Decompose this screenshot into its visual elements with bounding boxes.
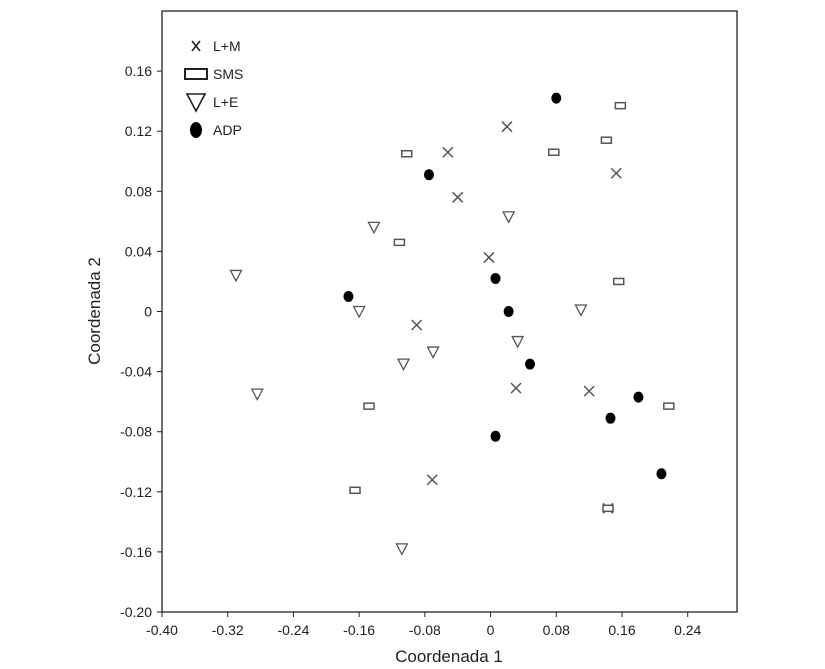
legend-item: L+E	[185, 93, 238, 113]
data-point-x-stroke	[510, 382, 522, 394]
data-point-triangle-down	[250, 388, 264, 402]
y-tick-label: 0	[144, 304, 152, 320]
data-point-rect	[600, 136, 613, 144]
plot-frame	[161, 10, 738, 613]
legend-item: SMS	[184, 66, 243, 82]
data-point-x	[610, 167, 622, 179]
y-tick-label: -0.20	[120, 604, 152, 620]
data-point-x-stroke	[501, 121, 513, 133]
x-tick-label: 0	[487, 622, 495, 638]
data-point-x-stroke	[583, 385, 595, 397]
y-tick-label: 0.12	[125, 123, 152, 139]
data-point-x-stroke	[411, 319, 423, 331]
series-l-m	[411, 121, 622, 514]
data-point-x	[426, 474, 438, 486]
x-tick-label: 0.08	[543, 622, 570, 638]
data-point-x	[483, 251, 495, 263]
data-point-x	[583, 385, 595, 397]
data-point-ellipse	[490, 272, 501, 284]
x-tick-label: -0.08	[409, 622, 441, 638]
x-tick-label: 0.16	[608, 622, 635, 638]
data-point-x	[411, 319, 423, 331]
data-point-triangle-down	[229, 269, 243, 283]
y-tick-label: -0.04	[120, 364, 152, 380]
data-point-triangle-down	[574, 304, 588, 317]
y-tick-label: 0.04	[125, 243, 152, 259]
data-point-ellipse	[525, 358, 535, 370]
y-axis-label: Coordenada 2	[85, 257, 104, 365]
legend-item: L+M	[191, 38, 241, 54]
series-adp	[343, 92, 667, 480]
data-point-x-stroke	[483, 251, 495, 263]
data-point-x-stroke	[610, 167, 622, 179]
data-point-rect	[363, 402, 375, 410]
x-tick-label: -0.24	[277, 622, 309, 638]
data-point-triangle-down	[502, 211, 516, 224]
x-tick-label: 0.24	[674, 622, 701, 638]
data-point-ellipse	[605, 412, 616, 424]
data-point-triangle-down	[396, 358, 411, 371]
data-point-x-stroke	[442, 146, 454, 158]
chart-marks	[229, 92, 675, 556]
data-point-ellipse	[633, 391, 644, 403]
legend-label: L+E	[213, 94, 238, 110]
series-l-e	[229, 211, 588, 556]
data-point-x	[452, 191, 464, 203]
data-point-triangle-down	[426, 346, 440, 359]
data-point-ellipse	[490, 430, 501, 442]
data-point-x-stroke	[426, 474, 438, 486]
data-point-ellipse	[551, 92, 562, 104]
data-point-x	[501, 121, 513, 133]
x-axis-label: Coordenada 1	[395, 647, 503, 666]
series-sms	[349, 101, 675, 513]
data-point-x	[510, 382, 522, 394]
data-point-rect	[548, 148, 560, 156]
data-point-x	[442, 146, 454, 158]
data-point-ellipse	[343, 290, 354, 302]
legend-item: ADP	[190, 122, 242, 138]
legend-label: SMS	[213, 66, 243, 82]
data-point-triangle-down	[511, 335, 525, 349]
data-point-rect	[401, 149, 413, 158]
x-tick-label: -0.16	[343, 622, 375, 638]
legend-rect-marker	[184, 68, 208, 80]
legend-ellipse-marker	[190, 122, 202, 138]
y-tick-label: 0.08	[125, 183, 152, 199]
legend-label: L+M	[213, 38, 241, 54]
x-tick-label: -0.40	[146, 622, 178, 638]
data-point-ellipse	[503, 306, 514, 317]
data-point-rect	[602, 504, 614, 513]
y-tick-label: 0.16	[125, 63, 152, 79]
data-point-ellipse	[656, 468, 667, 480]
data-point-triangle-down	[395, 543, 409, 556]
y-tick-label: -0.16	[120, 544, 152, 560]
data-point-rect	[349, 486, 361, 495]
data-point-x-stroke	[452, 191, 464, 203]
y-tick-label: -0.12	[120, 484, 152, 500]
axes: -0.40 -0.32 -0.24 -0.16 -0.08 0 0.08 0.16 0.24 0.…	[120, 10, 738, 638]
data-point-rect	[663, 402, 675, 410]
legend-label: ADP	[213, 122, 242, 138]
data-point-rect	[393, 238, 406, 247]
data-point-rect	[612, 277, 625, 286]
data-point-ellipse	[423, 169, 434, 181]
x-tick-label: -0.32	[212, 622, 244, 638]
y-tick-label: -0.08	[120, 424, 152, 440]
legend-x-stroke	[191, 40, 201, 52]
data-point-triangle-down	[367, 221, 381, 235]
data-point-triangle-down	[352, 305, 366, 319]
legend-triangle-marker	[185, 93, 207, 113]
legend: L+M SMS L+E ADP	[184, 38, 243, 138]
data-point-rect	[614, 101, 627, 110]
